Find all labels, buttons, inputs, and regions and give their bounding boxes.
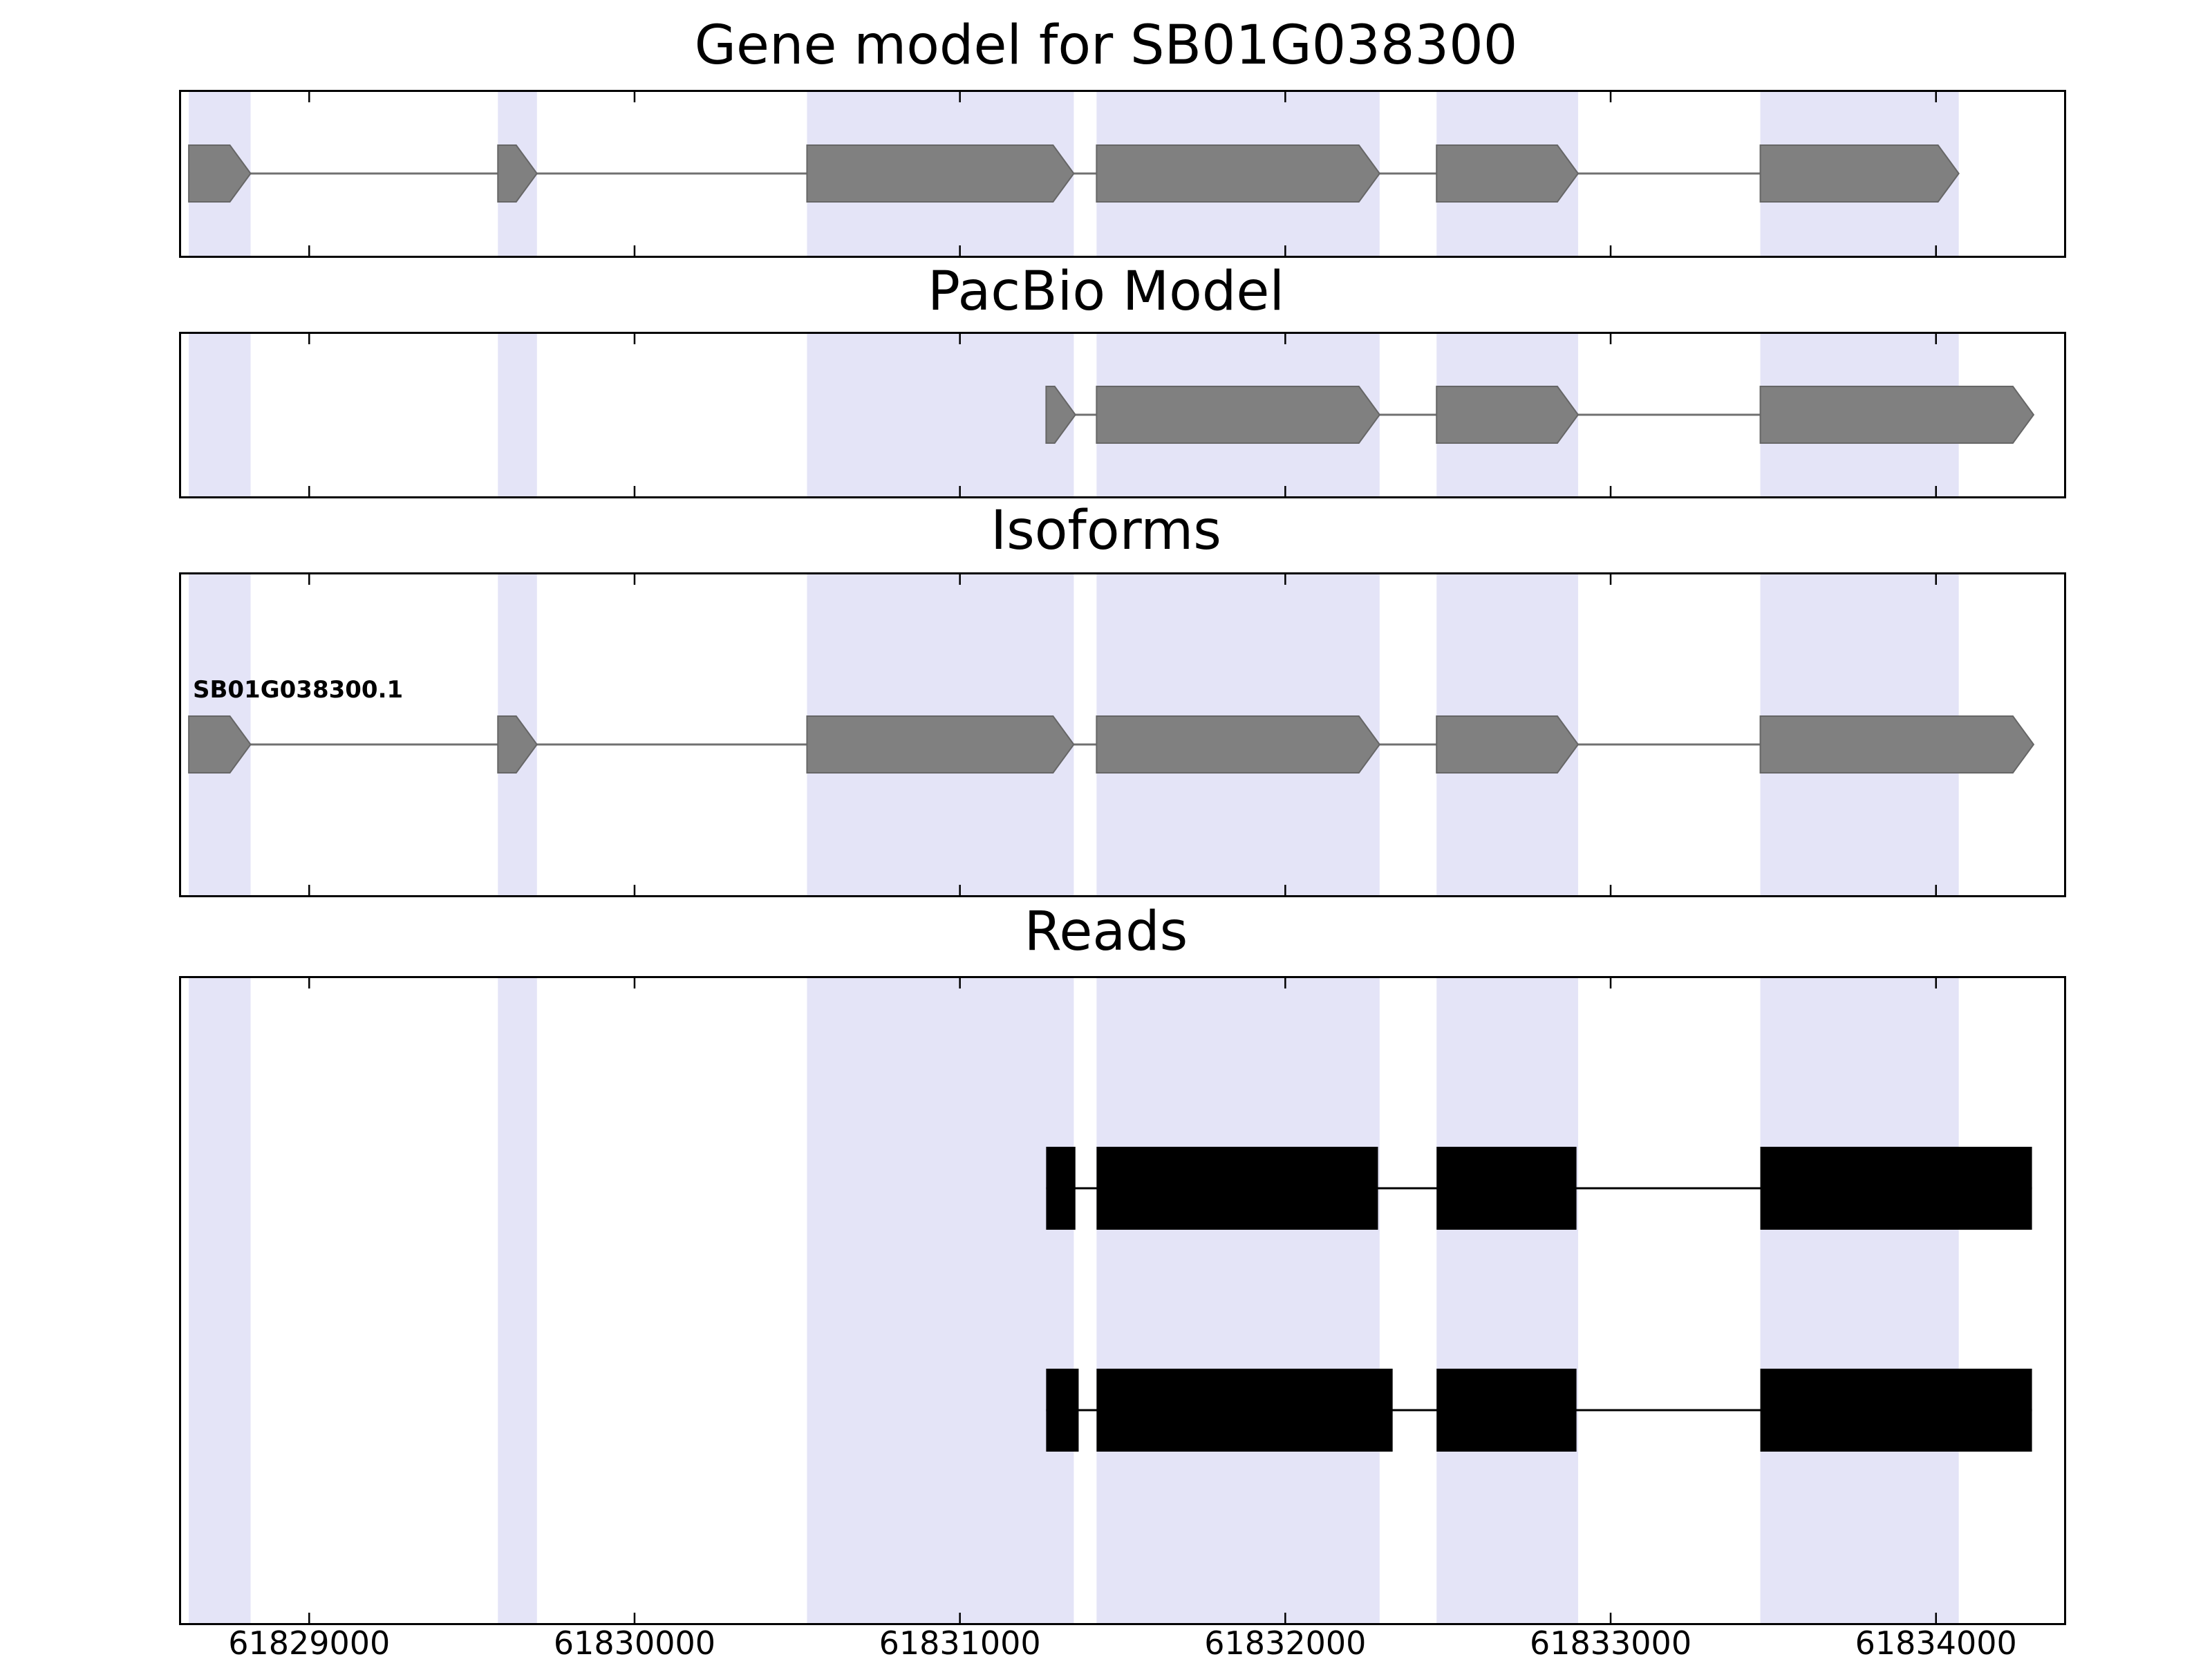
gene-model-track-svg <box>179 90 2066 258</box>
reads-panel <box>179 976 2066 1625</box>
exon <box>1096 144 1381 203</box>
isoform-label: SB01G038300.1 <box>193 676 404 704</box>
exon <box>497 144 538 203</box>
read-block <box>1760 1369 2032 1452</box>
exon <box>1759 144 1960 203</box>
read-block <box>1760 1147 2032 1230</box>
exon <box>806 715 1075 774</box>
read-block <box>1096 1147 1378 1230</box>
panel-title-reads: Reads <box>1024 901 1188 963</box>
panel-title-isoforms: Isoforms <box>991 500 1221 562</box>
exon-highlight-band <box>189 976 251 1625</box>
x-tick-label: 61829000 <box>228 1624 391 1659</box>
exon <box>497 715 538 774</box>
isoforms-track-svg <box>179 572 2066 897</box>
exon-highlight-band <box>807 976 1074 1625</box>
panel-border <box>179 332 2066 498</box>
panel-title-pacbio: PacBio Model <box>927 261 1285 323</box>
read-block <box>1436 1369 1577 1452</box>
gene-model-panel <box>179 90 2066 258</box>
panel-title-gene-model: Gene model for SB01G038300 <box>694 15 1518 77</box>
exon <box>1096 386 1381 444</box>
isoforms-panel: SB01G038300.1 <box>179 572 2066 897</box>
pacbio-track-svg <box>179 332 2066 498</box>
exon <box>1096 715 1381 774</box>
exon-highlight-band <box>1436 976 1578 1625</box>
panel-border <box>179 976 2066 1625</box>
exon-highlight-band <box>498 976 537 1625</box>
exon <box>1436 144 1580 203</box>
exon <box>188 144 252 203</box>
x-axis: 61829000 61830000 61831000 61832000 61833000… <box>0 1624 2212 1659</box>
pacbio-panel <box>179 332 2066 498</box>
x-tick-label: 61833000 <box>1529 1624 1692 1659</box>
x-tick-label: 61834000 <box>1855 1624 2017 1659</box>
reads-track-svg <box>179 976 2066 1625</box>
x-tick-label: 61832000 <box>1204 1624 1367 1659</box>
exon <box>1759 715 2035 774</box>
exon <box>806 144 1075 203</box>
panel-border <box>179 90 2066 258</box>
exon <box>1045 386 1076 444</box>
exon-highlight-band <box>1096 976 1380 1625</box>
read-block <box>1096 1369 1393 1452</box>
panel-border <box>179 572 2066 897</box>
exon-highlight-band <box>807 332 1074 498</box>
exon <box>1436 715 1580 774</box>
x-tick-label: 61831000 <box>879 1624 1041 1659</box>
exon <box>1759 386 2035 444</box>
exon <box>188 715 252 774</box>
exon-highlight-band <box>189 332 251 498</box>
read-block <box>1436 1147 1577 1230</box>
exon-highlight-band <box>498 332 537 498</box>
x-tick-label: 61830000 <box>553 1624 716 1659</box>
read-block <box>1046 1147 1076 1230</box>
exon-highlight-band <box>1760 976 1959 1625</box>
read-block <box>1046 1369 1079 1452</box>
exon <box>1436 386 1580 444</box>
